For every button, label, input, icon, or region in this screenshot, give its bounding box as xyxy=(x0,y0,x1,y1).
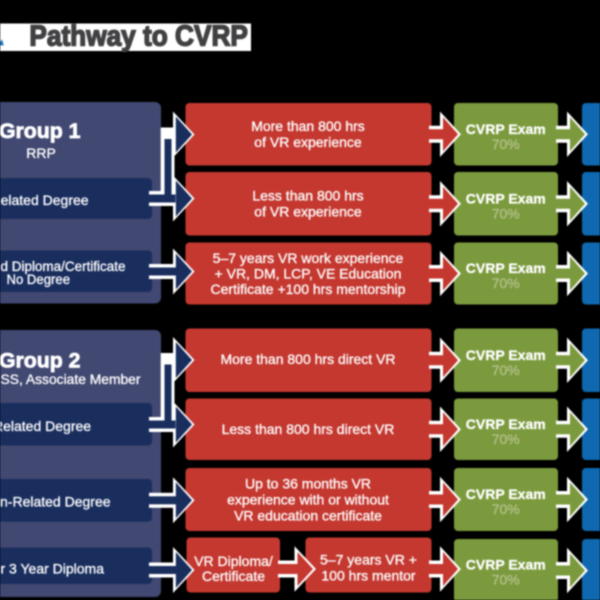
svg-text:of VR experience: of VR experience xyxy=(254,204,362,220)
svg-text:d Diploma/Certificate: d Diploma/Certificate xyxy=(1,258,126,274)
svg-text:More than 800 hrs direct VR: More than 800 hrs direct VR xyxy=(220,351,395,367)
svg-text:of VR experience: of VR experience xyxy=(254,134,362,150)
svg-text:VR education certificate: VR education certificate xyxy=(234,508,382,524)
svg-text:CVRP Exam: CVRP Exam xyxy=(466,121,546,137)
svg-text:CVRP Exam: CVRP Exam xyxy=(466,557,546,573)
svg-text:70%: 70% xyxy=(492,205,520,221)
svg-text:SS, Associate Member: SS, Associate Member xyxy=(1,371,141,387)
svg-text:More than 800 hrs: More than 800 hrs xyxy=(251,118,365,134)
svg-text:Pathway to CVRP: Pathway to CVRP xyxy=(29,21,248,53)
svg-text:Up to 36 months VR: Up to 36 months VR xyxy=(245,476,371,492)
svg-text:70%: 70% xyxy=(492,275,520,291)
svg-text:Less than 800 hrs: Less than 800 hrs xyxy=(252,188,363,204)
svg-text:70%: 70% xyxy=(492,572,520,588)
svg-text:CVRP Exam: CVRP Exam xyxy=(466,190,546,206)
svg-text:experience with or without: experience with or without xyxy=(227,492,389,508)
svg-text:70%: 70% xyxy=(492,362,520,378)
svg-text:100 hrs mentor: 100 hrs mentor xyxy=(321,568,415,584)
svg-text:CVRP Exam: CVRP Exam xyxy=(466,416,546,432)
svg-text:Group 1: Group 1 xyxy=(0,119,81,143)
svg-text:70%: 70% xyxy=(492,501,520,517)
svg-text:No Degree: No Degree xyxy=(7,271,71,287)
svg-text:VR Diploma/: VR Diploma/ xyxy=(194,553,273,569)
svg-text:70%: 70% xyxy=(492,136,520,152)
svg-text:CVRP Exam: CVRP Exam xyxy=(466,347,546,363)
svg-text:70%: 70% xyxy=(492,431,520,447)
svg-text:5–7 years VR work experience: 5–7 years VR work experience xyxy=(213,250,404,266)
svg-text:Related Degree: Related Degree xyxy=(0,192,89,208)
svg-text:Group 2: Group 2 xyxy=(0,349,81,373)
svg-text:Less than 800 hrs direct VR: Less than 800 hrs direct VR xyxy=(222,421,395,437)
svg-text:Non-Related Degree: Non-Related Degree xyxy=(0,494,111,510)
svg-text:Certificate +100 hrs mentorshi: Certificate +100 hrs mentorship xyxy=(211,281,406,297)
svg-text:5–7 years VR +: 5–7 years VR + xyxy=(320,552,417,568)
svg-text:Related Degree: Related Degree xyxy=(0,418,91,434)
svg-text:r 3 Year Diploma: r 3 Year Diploma xyxy=(1,561,105,577)
svg-text:RRP: RRP xyxy=(26,145,56,161)
svg-text:CVRP Exam: CVRP Exam xyxy=(466,260,546,276)
svg-text:+ VR, DM, LCP, VE Education: + VR, DM, LCP, VE Education xyxy=(215,266,402,282)
svg-text:Certificate: Certificate xyxy=(202,568,265,584)
svg-text:CVRP Exam: CVRP Exam xyxy=(466,486,546,502)
